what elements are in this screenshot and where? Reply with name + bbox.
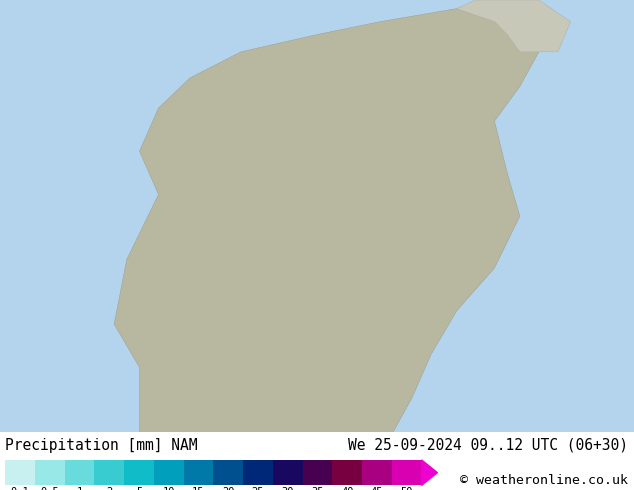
Bar xyxy=(332,460,362,486)
Text: 10: 10 xyxy=(162,487,175,490)
Bar xyxy=(35,460,65,486)
Text: 30: 30 xyxy=(281,487,294,490)
Text: We 25-09-2024 09..12 UTC (06+30): We 25-09-2024 09..12 UTC (06+30) xyxy=(347,438,628,453)
Bar xyxy=(213,460,243,486)
Text: 50: 50 xyxy=(401,487,413,490)
Polygon shape xyxy=(422,460,437,486)
Text: Precipitation [mm] NAM: Precipitation [mm] NAM xyxy=(5,438,198,453)
Text: 20: 20 xyxy=(222,487,235,490)
Text: 2: 2 xyxy=(106,487,112,490)
Bar xyxy=(362,460,392,486)
Bar xyxy=(124,460,154,486)
Bar xyxy=(392,460,422,486)
Bar xyxy=(65,460,94,486)
Text: 0.5: 0.5 xyxy=(41,487,59,490)
Text: 25: 25 xyxy=(252,487,264,490)
Polygon shape xyxy=(114,9,539,432)
Text: 15: 15 xyxy=(192,487,205,490)
Text: 45: 45 xyxy=(371,487,383,490)
Bar xyxy=(154,460,184,486)
Bar xyxy=(184,460,213,486)
Text: 5: 5 xyxy=(136,487,142,490)
Polygon shape xyxy=(456,0,571,52)
Bar xyxy=(273,460,302,486)
Bar xyxy=(94,460,124,486)
Text: 1: 1 xyxy=(76,487,82,490)
Bar xyxy=(243,460,273,486)
Text: 35: 35 xyxy=(311,487,324,490)
Bar xyxy=(5,460,35,486)
Text: © weatheronline.co.uk: © weatheronline.co.uk xyxy=(460,474,628,487)
Text: 40: 40 xyxy=(341,487,354,490)
Text: 0.1: 0.1 xyxy=(11,487,29,490)
Bar xyxy=(302,460,332,486)
